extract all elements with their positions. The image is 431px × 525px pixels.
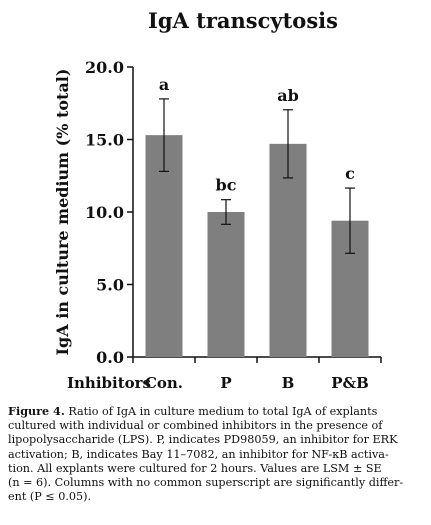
y-axis-label: IgA in culture medium (% total) — [53, 69, 72, 356]
category-label: B — [282, 374, 295, 392]
bars — [145, 135, 369, 357]
caption-line: cultured with individual or combined inh… — [8, 419, 383, 433]
chart-title: IgA transcytosis — [148, 8, 338, 33]
caption-line: lipopolysaccharide (LPS). P, indicates P… — [8, 433, 398, 447]
y-tick-label: 0.0 — [96, 348, 124, 367]
category-label: P — [220, 374, 231, 392]
caption-line: Ratio of IgA in culture medium to total … — [68, 405, 378, 418]
bar — [207, 212, 245, 357]
significance-label: a — [159, 75, 169, 94]
caption-line: activation; B, indicates Bay 11–7082, an… — [8, 447, 389, 461]
x-axis-label: Inhibitors — [67, 374, 151, 392]
category-label: P&B — [331, 374, 369, 392]
caption-label: Figure 4. — [8, 404, 65, 418]
category-labels: Con. P B P&B — [145, 374, 369, 392]
caption-line: tion. All explants were cultured for 2 h… — [8, 461, 382, 475]
bar — [269, 143, 307, 357]
y-ticks: 0.0 5.0 10.0 15.0 20.0 — [85, 58, 382, 367]
caption-line: ent (P ≤ 0.05). — [8, 490, 92, 504]
significance-label: ab — [277, 86, 299, 105]
y-tick-label: 15.0 — [85, 131, 124, 150]
category-label: Con. — [145, 374, 183, 392]
bar — [145, 135, 183, 357]
figure-caption: Figure 4. Ratio of IgA in culture medium… — [8, 404, 426, 504]
caption-line: (n = 6). Columns with no common superscr… — [8, 476, 404, 490]
y-tick-label: 20.0 — [85, 58, 124, 77]
significance-label: c — [345, 164, 355, 183]
significance-label: bc — [216, 176, 237, 195]
y-tick-label: 5.0 — [96, 276, 124, 295]
y-tick-label: 10.0 — [85, 203, 124, 222]
error-bars — [159, 98, 355, 254]
